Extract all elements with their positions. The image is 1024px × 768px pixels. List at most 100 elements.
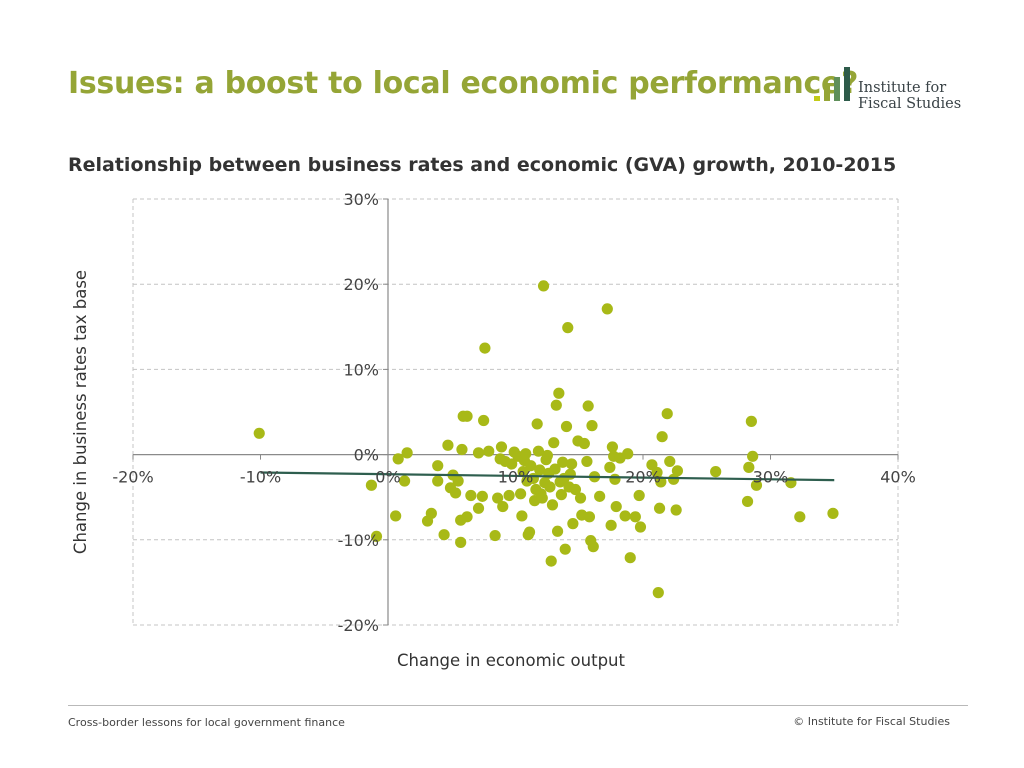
trend [260,471,835,482]
data-point [550,399,562,411]
data-point [253,427,265,439]
data-point [566,458,578,470]
page-title: Issues: a boost to local economic perfor… [68,66,859,101]
data-point [652,587,664,599]
data-point [534,464,546,476]
ifs-logo: Institute for Fiscal Studies [812,66,962,122]
data-point [741,495,754,508]
logo-text-line2: Fiscal Studies [858,96,962,112]
x-tick-label: 40% [880,468,916,487]
data-point [472,502,485,514]
data-point [747,450,759,462]
x-tick-label: 20% [625,468,661,487]
data-point [545,555,557,567]
data-point [370,530,383,542]
data-point [497,500,509,513]
data-point [578,437,590,450]
data-point [609,473,621,485]
data-point [583,511,596,523]
data-point [432,460,444,472]
footer-copyright: © Institute for Fiscal Studies [793,715,950,728]
data-point [633,489,645,502]
data-point [567,518,579,530]
data-point [548,437,560,449]
data-point [425,507,437,519]
data-point [653,502,666,514]
x-tick-label: -10% [240,468,281,487]
data-point [541,449,553,462]
data-points [253,280,839,599]
data-point [560,420,573,433]
data-point [401,447,413,459]
x-tick-label: 0% [375,468,400,487]
data-point [651,466,663,479]
logo-bars-icon [814,67,850,101]
data-point [483,445,495,457]
data-point [516,510,528,522]
data-point [478,414,490,427]
data-point [656,431,668,443]
data-point [743,461,755,473]
data-point [586,420,598,432]
data-point [432,475,444,487]
logo-bar-1 [814,96,820,101]
data-point [655,476,667,488]
data-point [827,507,839,519]
data-point [551,525,564,537]
data-point [557,456,569,468]
data-point [546,499,559,511]
data-point [750,479,763,491]
data-point [624,552,636,564]
y-tick-label: -20% [338,616,379,635]
data-point [461,511,473,523]
logo-bar-3 [834,77,840,101]
data-point [564,468,576,480]
data-point [664,455,676,468]
data-point [456,443,468,456]
footer-left-text: Cross-border lessons for local governmen… [68,716,345,729]
data-point [532,445,545,457]
data-point [438,529,450,541]
tick-labels: -20% -10% 0% 10% 20% 30% 40% -20% -10% 0% 10% 20% 30… [112,190,915,635]
data-point [365,479,378,491]
data-point [619,510,631,522]
data-point [668,473,680,485]
data-point [549,463,561,475]
data-point [517,466,529,478]
data-point [398,475,411,487]
chart-title: Relationship between business rates and … [68,154,897,176]
data-point [794,511,806,523]
x-axis-title: Change in economic output [397,651,626,670]
data-point [604,461,616,473]
data-point [503,489,515,502]
data-point [442,439,454,451]
data-point [523,526,536,538]
x-tick-label: 30% [753,468,789,487]
data-point [605,519,617,531]
data-point [449,487,462,499]
data-point [710,466,722,478]
data-point [671,465,684,477]
data-point [569,483,582,496]
data-point [489,529,501,542]
data-point [492,492,504,504]
data-point [601,303,613,315]
data-point [587,541,599,553]
data-point [574,492,587,504]
logo-text-line1: Institute for [858,80,947,96]
data-point [553,387,565,399]
data-point [392,453,404,465]
data-point [581,455,593,468]
logo-bar-4 [844,67,850,101]
data-point [461,410,473,422]
data-point [515,488,527,500]
data-point [594,490,606,502]
data-point [745,415,757,427]
y-tick-label: 20% [343,275,379,294]
data-point [465,489,477,502]
data-point [559,543,571,555]
y-tick-label: 30% [343,190,379,209]
data-point [661,408,673,420]
data-point [525,460,537,472]
